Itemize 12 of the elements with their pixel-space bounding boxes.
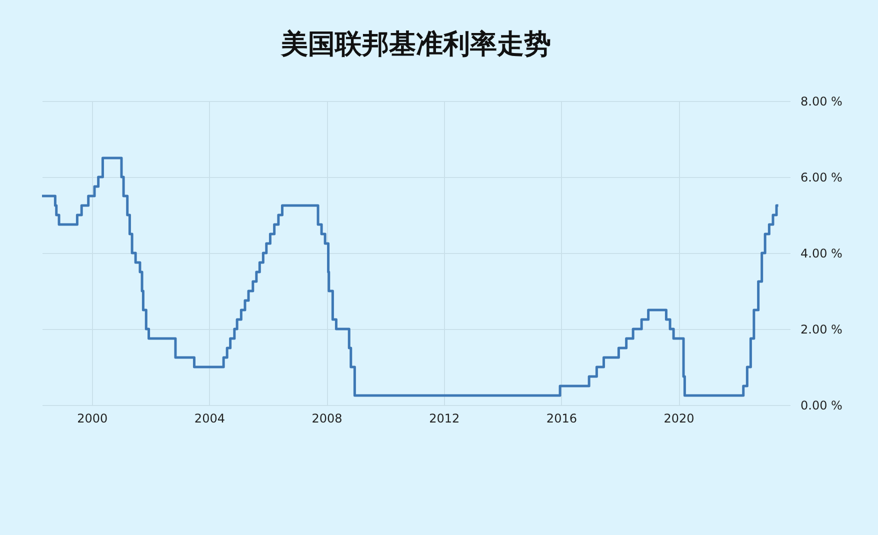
- x-tick-label: 2008: [312, 412, 342, 426]
- x-tick-label: 2016: [546, 412, 577, 426]
- x-tick-label: 2020: [664, 412, 694, 426]
- y-tick-label: 6.00 %: [800, 170, 842, 184]
- chart-title: 美国联邦基准利率走势: [280, 29, 551, 60]
- x-tick-label: 2012: [429, 412, 460, 426]
- y-tick-label: 0.00 %: [800, 398, 842, 412]
- y-tick-label: 8.00 %: [800, 94, 842, 108]
- x-tick-label: 2000: [77, 412, 108, 426]
- y-tick-label: 2.00 %: [800, 322, 842, 336]
- x-tick-label: 2004: [194, 412, 225, 426]
- y-tick-label: 4.00 %: [800, 246, 842, 260]
